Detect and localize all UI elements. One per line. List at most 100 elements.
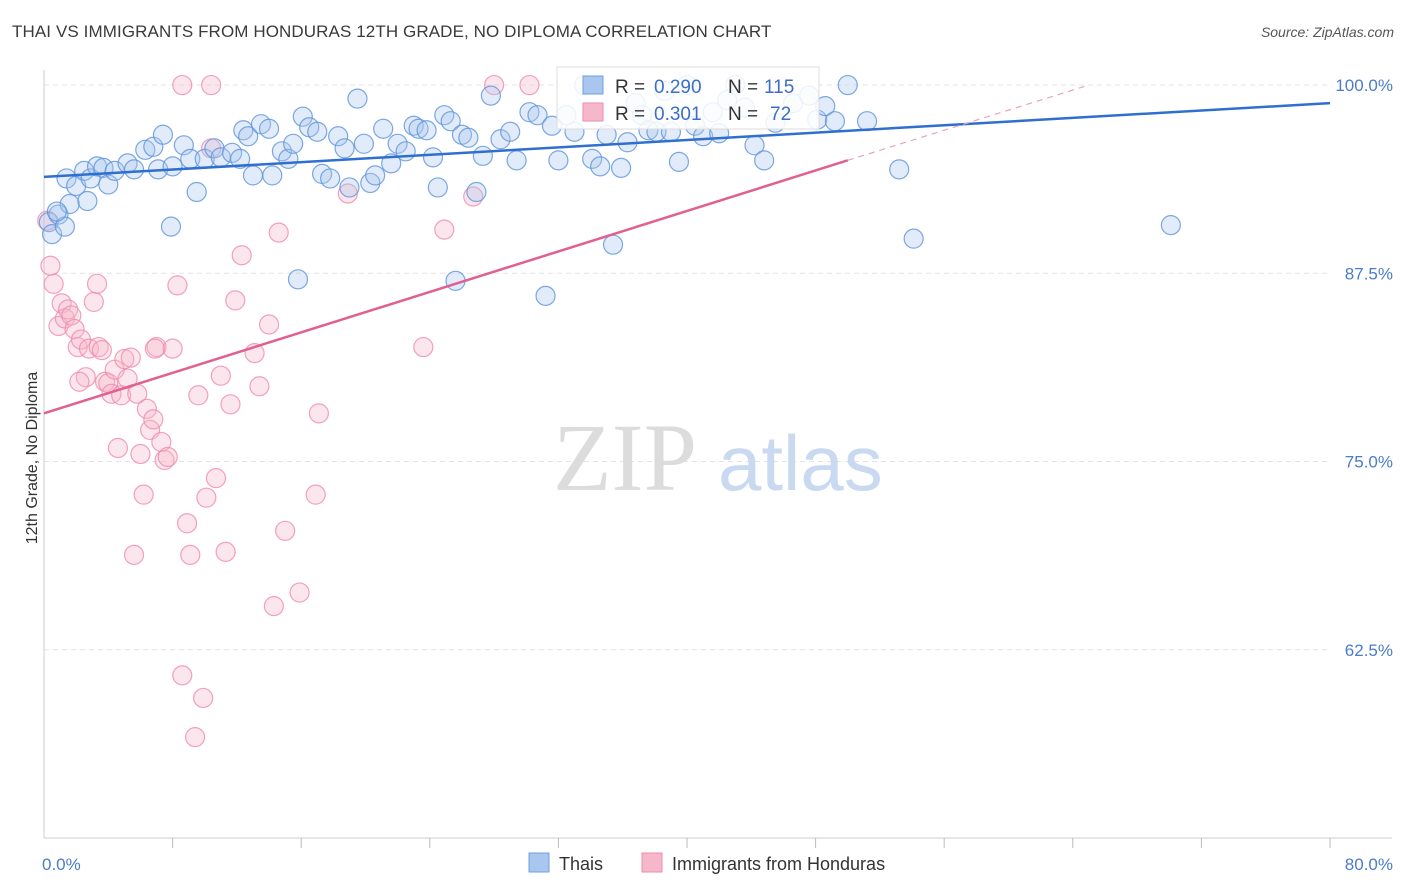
- honduras-point: [519, 74, 540, 96]
- honduras-point: [83, 291, 104, 313]
- honduras-point: [133, 484, 154, 505]
- thais-point: [548, 150, 569, 171]
- honduras-point: [305, 484, 326, 505]
- thais-point: [373, 118, 394, 139]
- thais-r-label: R =: [615, 77, 645, 98]
- honduras-point: [58, 299, 79, 320]
- honduras-point: [172, 74, 193, 96]
- honduras-stat-swatch: [582, 102, 604, 122]
- thais-point: [427, 177, 448, 198]
- honduras-point: [231, 245, 252, 266]
- thais-point: [466, 181, 487, 203]
- thais-point: [292, 106, 313, 127]
- thais-point: [320, 168, 341, 189]
- legend-swatch-thais: [528, 852, 550, 873]
- honduras-r-value: 0.301: [654, 104, 702, 125]
- honduras-point: [196, 487, 217, 508]
- legend-label-honduras: Immigrants from Honduras: [672, 854, 885, 874]
- honduras-point: [143, 409, 164, 430]
- thais-point: [381, 153, 402, 174]
- thais-points: [38, 74, 1181, 306]
- thais-n-label: N =: [728, 77, 758, 98]
- thais-trendline: [43, 101, 1331, 179]
- thais-point: [416, 120, 437, 141]
- thais-point: [334, 138, 355, 159]
- honduras-point: [413, 336, 434, 358]
- honduras-point: [123, 544, 145, 565]
- thais-point: [440, 111, 461, 132]
- honduras-point: [172, 665, 193, 686]
- thais-point: [506, 150, 527, 171]
- thais-point: [824, 111, 845, 132]
- thais-point: [152, 124, 174, 145]
- thais-point: [287, 269, 309, 290]
- honduras-trendline-extension: [847, 84, 1090, 161]
- honduras-point: [268, 222, 289, 243]
- y-tick-label: 87.5%: [1345, 264, 1393, 283]
- thais-point: [395, 141, 416, 162]
- honduras-point: [69, 371, 90, 392]
- thais-point: [434, 105, 455, 126]
- thais-point: [365, 165, 386, 186]
- honduras-point: [88, 336, 109, 358]
- honduras-points: [37, 74, 540, 748]
- thais-point: [500, 121, 521, 142]
- x-tick-label: 80.0%: [1345, 855, 1393, 874]
- thais-point: [328, 126, 349, 147]
- honduras-point: [210, 365, 231, 386]
- honduras-r-label: R =: [615, 104, 645, 125]
- honduras-point: [434, 219, 455, 240]
- thais-point: [889, 159, 910, 180]
- honduras-point: [91, 339, 112, 361]
- thais-point: [837, 74, 858, 96]
- thais-point: [46, 201, 67, 222]
- honduras-point: [162, 338, 183, 359]
- thais-point: [458, 127, 479, 148]
- thais-point: [160, 216, 182, 237]
- thais-point: [283, 133, 304, 154]
- honduras-n-value: 72: [770, 104, 791, 125]
- y-tick-label: 75.0%: [1345, 453, 1393, 472]
- thais-point: [610, 157, 632, 178]
- thais-point: [262, 165, 283, 186]
- honduras-point: [193, 687, 214, 709]
- thais-n-value: 115: [764, 77, 794, 98]
- honduras-point: [225, 290, 246, 311]
- thais-point: [230, 148, 251, 169]
- gridlines: [44, 84, 1330, 651]
- honduras-point: [86, 273, 108, 294]
- thais-point: [258, 118, 280, 139]
- thais-point: [480, 85, 501, 106]
- honduras-point: [215, 541, 236, 562]
- thais-point: [123, 159, 145, 180]
- honduras-point: [154, 449, 175, 471]
- honduras-point: [120, 347, 141, 368]
- chart-title: THAI VS IMMIGRANTS FROM HONDURAS 12TH GR…: [12, 22, 772, 41]
- honduras-point: [275, 520, 296, 541]
- honduras-point: [185, 727, 206, 748]
- thais-point: [135, 139, 156, 160]
- honduras-point: [114, 349, 135, 370]
- thais-point: [41, 224, 63, 245]
- y-tick-label: 100.0%: [1335, 76, 1393, 95]
- thais-stat-swatch: [582, 75, 604, 95]
- thais-point: [668, 151, 690, 172]
- thais-point: [408, 118, 429, 139]
- honduras-point: [180, 544, 201, 565]
- thais-point: [77, 190, 98, 212]
- honduras-point: [176, 513, 198, 534]
- thais-point: [1160, 215, 1181, 236]
- x-tick-labels: 0.0% 80.0%: [42, 855, 1393, 874]
- honduras-point: [130, 443, 151, 465]
- thais-point: [856, 111, 878, 132]
- honduras-point: [188, 385, 209, 406]
- thais-point: [339, 177, 360, 198]
- trendlines: [43, 84, 1331, 415]
- stats-legend: R = 0.290 N = 115 R = 0.301 N = 72: [556, 66, 820, 130]
- honduras-point: [263, 595, 284, 617]
- thais-point: [387, 133, 408, 154]
- thais-point: [535, 285, 556, 306]
- thais-point: [59, 193, 80, 215]
- x-tick-label: 0.0%: [42, 855, 81, 874]
